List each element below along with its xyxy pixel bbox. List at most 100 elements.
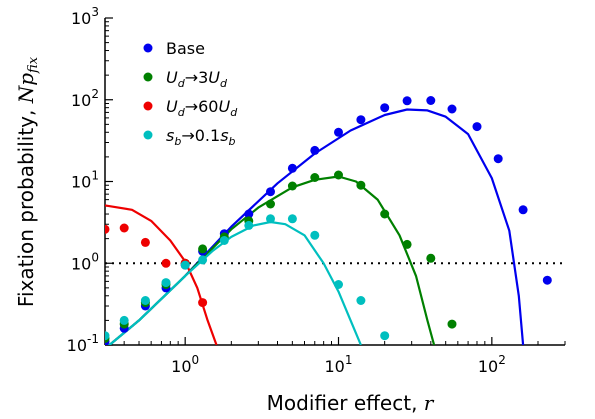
y-tick-label-base: 10 — [71, 9, 91, 28]
x-tick-label-exponent: 2 — [498, 353, 506, 367]
y-tick-label-exponent: 2 — [91, 87, 99, 101]
y-axis-title-subscript: fix — [26, 56, 41, 74]
data-point-series-0 — [334, 127, 343, 137]
data-point-series-3 — [356, 296, 366, 305]
data-point-series-0 — [380, 103, 390, 113]
y-tick-label: 10-1 — [67, 332, 99, 355]
y-tick-label-exponent: 3 — [91, 5, 99, 19]
y-tick-label-base: 10 — [71, 173, 91, 192]
y-tick-label-exponent: -1 — [87, 332, 99, 346]
legend-label-1: Ud→3Ud — [166, 68, 228, 90]
data-point-series-1 — [266, 199, 275, 209]
data-point-series-0 — [287, 163, 297, 173]
data-point-series-3 — [334, 280, 343, 289]
x-tick-label: 100 — [171, 353, 199, 376]
legend-sym: s — [166, 126, 174, 145]
data-point-series-2 — [161, 258, 171, 268]
data-point-series-1 — [310, 173, 320, 182]
y-tick-label: 101 — [71, 169, 99, 192]
y-axis-title: Fixation probability, Npfix — [14, 56, 41, 307]
data-point-series-0 — [402, 96, 412, 106]
data-point-series-3 — [219, 236, 229, 245]
legend-label-3: sb→0.1sb — [166, 126, 236, 148]
y-tick-label-exponent: 1 — [91, 169, 99, 183]
legend-marker-1 — [143, 72, 153, 82]
series-curve-2 — [105, 204, 218, 345]
legend-coef: 60 — [198, 97, 218, 116]
series-points — [105, 96, 552, 345]
data-point-series-3 — [287, 214, 297, 224]
data-point-series-0 — [426, 96, 436, 105]
data-point-series-0 — [266, 187, 275, 197]
data-point-series-3 — [105, 331, 110, 341]
data-point-series-0 — [244, 209, 254, 219]
data-point-series-3 — [310, 230, 320, 240]
x-minor-ticks — [104, 341, 566, 345]
data-point-series-0 — [310, 145, 320, 155]
data-point-series-3 — [244, 220, 254, 230]
x-tick-label-exponent: 0 — [192, 353, 200, 367]
data-point-series-2 — [198, 298, 208, 308]
data-point-series-3 — [180, 260, 190, 270]
x-tick-label: 102 — [478, 353, 506, 376]
legend-sub: d — [230, 106, 238, 119]
legend-sym: U — [166, 68, 178, 87]
legend-sym: U — [208, 68, 220, 87]
data-point-series-0 — [542, 275, 552, 285]
data-point-series-2 — [140, 237, 150, 247]
legend-label-0: Base — [166, 39, 205, 58]
x-tick-label-base: 10 — [325, 357, 345, 376]
legend-sub: d — [178, 77, 186, 90]
legend-sub: b — [229, 135, 236, 148]
data-point-series-0 — [493, 154, 503, 164]
x-tick-label-base: 10 — [478, 357, 498, 376]
legend-arrow: → — [185, 68, 198, 87]
legend-coef: 3 — [198, 68, 208, 87]
y-axis-title-text: Fixation probability, — [14, 103, 38, 307]
x-tick-label-base: 10 — [171, 357, 191, 376]
x-axis-title: Modifier effect, r — [267, 391, 435, 415]
legend-arrow: → — [185, 97, 198, 116]
data-point-series-0 — [472, 122, 482, 132]
legend-sym: U — [166, 97, 178, 116]
series-curve-0 — [107, 108, 525, 345]
data-point-series-0 — [356, 115, 366, 125]
x-tick-label-exponent: 1 — [345, 353, 353, 367]
data-point-series-1 — [287, 181, 297, 191]
y-tick-label-base: 10 — [71, 254, 91, 273]
y-tick-label-base: 10 — [67, 336, 87, 355]
legend-marker-3 — [143, 130, 153, 140]
data-point-series-3 — [161, 278, 171, 288]
data-point-series-1 — [356, 180, 366, 190]
legend-sub: d — [178, 106, 186, 119]
y-tick-label-exponent: 0 — [91, 250, 99, 264]
data-point-series-1 — [380, 209, 390, 219]
legend-sym: U — [218, 97, 230, 116]
data-point-series-1 — [426, 253, 436, 263]
data-point-series-1 — [198, 244, 208, 254]
data-point-series-3 — [198, 255, 208, 265]
data-point-series-1 — [402, 239, 412, 249]
series-curves — [105, 108, 525, 345]
data-point-series-0 — [518, 205, 528, 215]
y-tick-label: 102 — [71, 87, 99, 110]
x-axis-title-symbol: r — [424, 391, 435, 415]
x-major-ticks: 100 101 102 — [171, 337, 506, 376]
legend-label-2: Ud→60Ud — [166, 97, 238, 119]
legend-sym: s — [220, 126, 228, 145]
data-point-series-2 — [105, 224, 110, 234]
legend-marker-0 — [143, 43, 153, 53]
data-point-series-1 — [334, 170, 343, 180]
legend-coef: 0.1 — [195, 126, 220, 145]
legend-arrow: → — [181, 126, 194, 145]
data-point-series-3 — [119, 315, 129, 325]
data-point-series-3 — [380, 331, 390, 341]
data-point-series-3 — [266, 214, 275, 224]
y-tick-label: 100 — [71, 250, 99, 273]
data-point-series-0 — [447, 104, 457, 114]
y-tick-label: 103 — [71, 5, 99, 28]
